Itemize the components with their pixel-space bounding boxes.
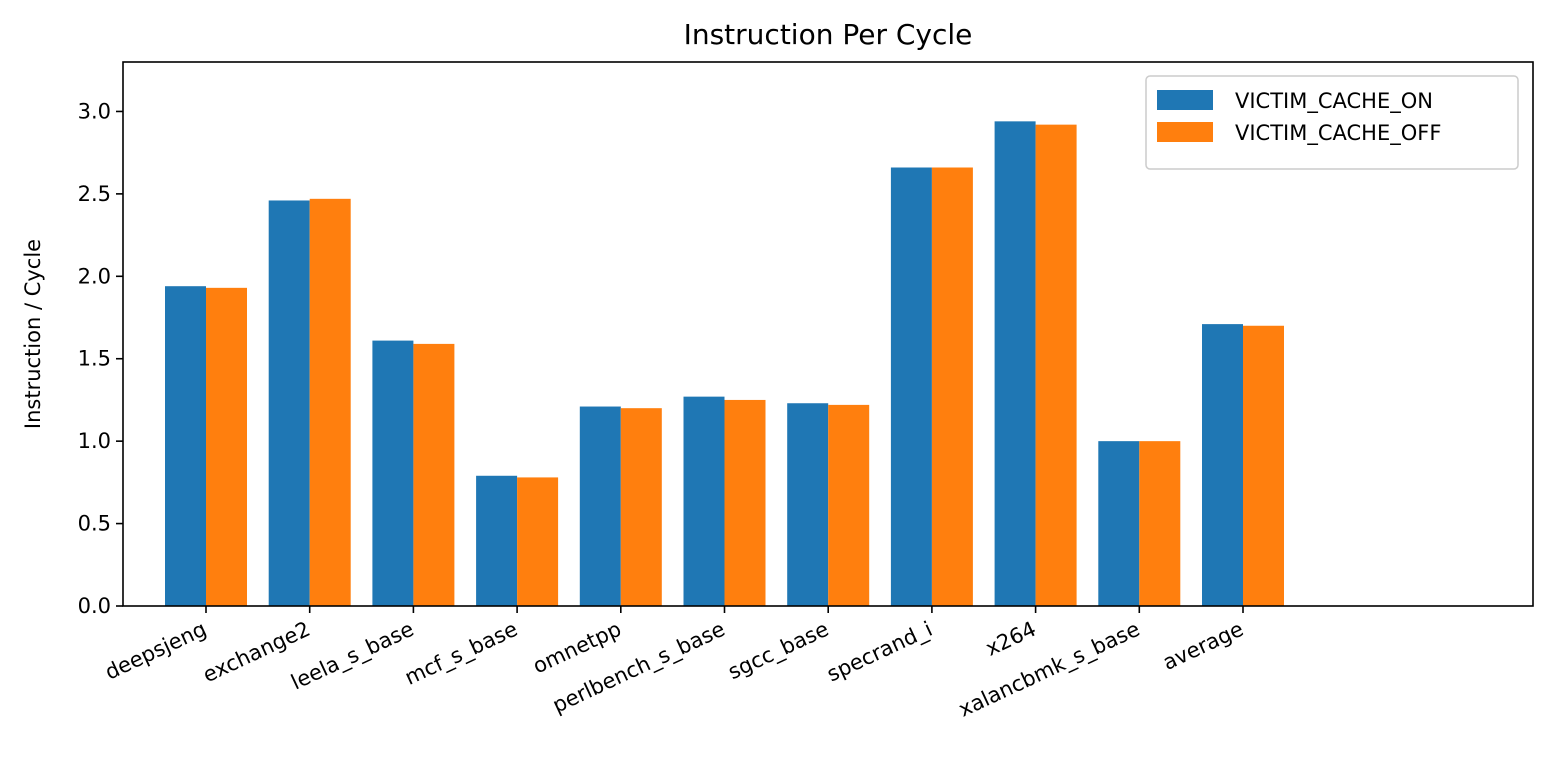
x-tick-label: perlbench_s_base [549, 617, 729, 719]
x-tick-label: deepsjeng [101, 617, 210, 685]
legend: VICTIM_CACHE_ON VICTIM_CACHE_OFF [1145, 75, 1519, 170]
x-tick-label: x264 [982, 617, 1040, 661]
x-tick-label: average [1159, 617, 1247, 675]
bar-victim-cache-off-5 [724, 399, 766, 606]
bar-victim-cache-on-8 [994, 121, 1036, 606]
bars-group [165, 121, 1284, 607]
y-tick-label: 2.0 [78, 264, 111, 288]
chart-title: Instruction Per Cycle [684, 18, 973, 51]
y-tick-label: 3.0 [78, 99, 111, 123]
bar-victim-cache-on-2 [372, 340, 414, 606]
x-tick-label: specrand_i [823, 617, 936, 688]
bar-victim-cache-off-9 [1139, 441, 1181, 606]
x-tick-label: sgcc_base [724, 617, 832, 685]
y-tick-label: 0.0 [78, 594, 111, 618]
y-axis-ticks: 0.0 0.5 1.0 1.5 2.0 2.5 3.0 [78, 99, 123, 618]
bar-victim-cache-off-3 [517, 477, 559, 606]
bar-victim-cache-on-4 [579, 406, 621, 606]
bar-victim-cache-on-6 [787, 403, 829, 606]
bar-victim-cache-off-7 [931, 167, 973, 606]
bar-victim-cache-on-10 [1202, 324, 1243, 606]
legend-swatch [1157, 90, 1213, 110]
bar-victim-cache-off-4 [620, 408, 662, 606]
bar-victim-cache-on-9 [1098, 441, 1140, 606]
bar-victim-cache-off-10 [1243, 325, 1284, 606]
bar-victim-cache-off-2 [413, 343, 455, 606]
bar-victim-cache-on-7 [890, 167, 932, 606]
legend-box [1145, 75, 1519, 170]
bar-victim-cache-on-3 [476, 475, 518, 606]
y-axis-label: Instruction / Cycle [21, 239, 45, 429]
bar-victim-cache-off-8 [1035, 124, 1077, 606]
legend-label: VICTIM_CACHE_ON [1235, 89, 1433, 114]
bar-victim-cache-off-1 [309, 198, 351, 606]
bar-victim-cache-on-5 [683, 396, 725, 606]
bar-victim-cache-on-1 [268, 200, 310, 607]
y-tick-label: 0.5 [78, 512, 111, 536]
bar-victim-cache-off-6 [828, 404, 870, 606]
bar-victim-cache-on-0 [165, 286, 206, 606]
x-axis-ticks: deepsjengexchange2leela_s_basemcf_s_base… [101, 606, 1247, 723]
y-tick-label: 1.0 [78, 429, 111, 453]
plot-frame [122, 61, 1534, 607]
y-tick-label: 1.5 [78, 347, 111, 371]
y-tick-label: 2.5 [78, 182, 111, 206]
x-tick-label: mcf_s_base [401, 617, 522, 691]
legend-swatch [1157, 122, 1213, 142]
legend-label: VICTIM_CACHE_OFF [1235, 121, 1441, 146]
x-tick-label: xalancbmk_s_base [955, 617, 1144, 723]
bar-victim-cache-off-0 [206, 287, 247, 606]
